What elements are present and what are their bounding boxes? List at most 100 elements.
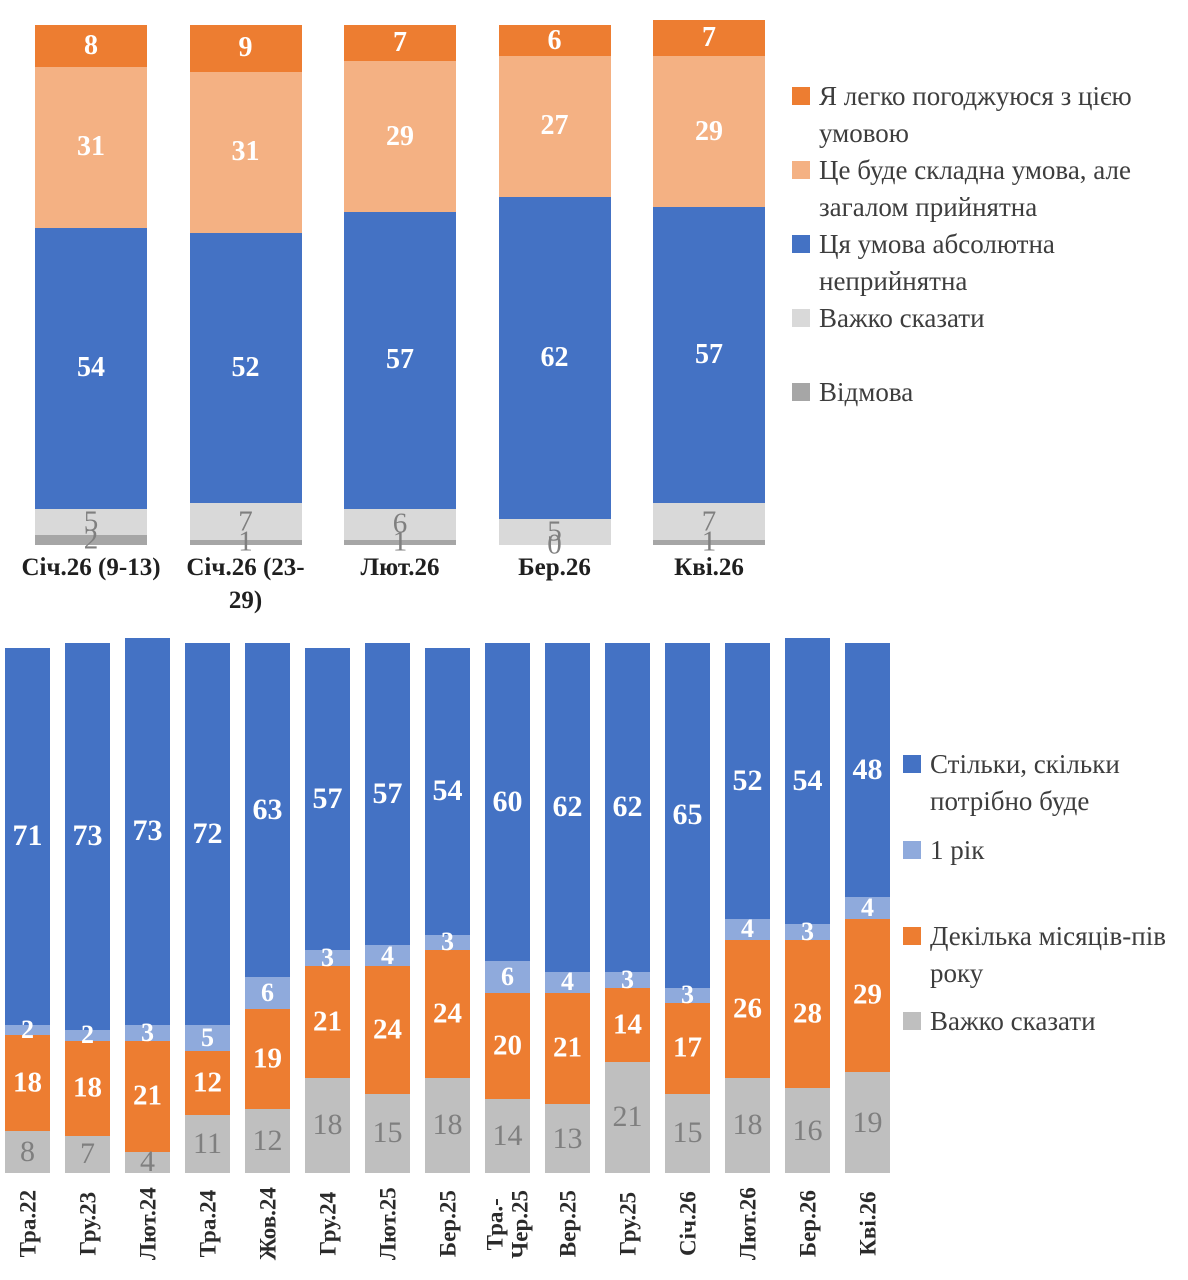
category-slot: Кві.26 — [845, 1172, 890, 1276]
bar-value-label: 6 — [392, 507, 408, 540]
top-chart-category-axis: Січ.26 (9-13) Січ.26 (23-29) Лют.26 Бер.26 К… — [18, 552, 782, 617]
legend-label: Декілька місяців-пів року — [930, 921, 1166, 988]
category-slot: Тра.22 — [5, 1172, 50, 1276]
bar: 15 17 3 65 — [665, 643, 710, 1173]
bar-segment: 26 — [725, 939, 770, 1078]
bar-segment: 3 — [605, 966, 650, 992]
bar-value-label: 24 — [433, 997, 462, 1030]
category-label: Гру.25 — [614, 1192, 640, 1256]
bar-value-label: 8 — [84, 29, 98, 61]
bar-segment: 5 — [185, 1024, 230, 1052]
bar-segment: 12 — [245, 1109, 290, 1173]
legend-item: Декілька місяців-пів року — [903, 918, 1188, 992]
category-slot: Бер.26 — [785, 1172, 830, 1276]
bar-value-label: 29 — [853, 978, 882, 1011]
bar-value-label: 57 — [312, 782, 343, 816]
bar: 12 19 6 63 — [245, 643, 290, 1173]
legend-swatch — [792, 161, 810, 179]
bar-segment: 6 — [485, 961, 530, 993]
bar: 11 12 5 72 — [185, 643, 230, 1173]
category-label: Лют.25 — [374, 1187, 400, 1261]
bar-segment: 3 — [305, 945, 350, 971]
bar-segment: 24 — [365, 966, 410, 1094]
bar-value-label: 15 — [372, 1116, 403, 1150]
bar-segment: 18 — [425, 1077, 470, 1173]
bar-segment: 12 — [185, 1051, 230, 1115]
bar-segment: 71 — [5, 648, 50, 1025]
legend-label: Я легко погоджуюся з цією умовою — [819, 81, 1132, 148]
bar: 18 26 4 52 — [725, 643, 770, 1173]
bar-value-label: 2 — [21, 1014, 34, 1044]
bar-value-label: 57 — [372, 777, 403, 811]
bar-value-label: 29 — [386, 120, 414, 152]
bar-value-label: 1 — [238, 525, 253, 558]
bar-segment: 11 — [185, 1114, 230, 1173]
bar-value-label: 7 — [701, 505, 717, 538]
legend-label: Важко сказати — [930, 1006, 1096, 1036]
bar-segment: 60 — [485, 643, 530, 962]
category-label: Тра.24 — [194, 1190, 220, 1258]
category-label: Січ.26 (23-29) — [186, 554, 305, 614]
bottom-chart-plot-area: 8 18 2 71 7 18 2 73 4 21 3 73 11 12 5 72 12 19 6 63 18 21 3 57 1… — [5, 636, 890, 1177]
bar: 2 5 54 31 8 — [35, 25, 147, 554]
bar-value-label: 18 — [13, 1066, 42, 1099]
bar-segment: 8 — [5, 1130, 50, 1173]
bar-segment: 1 — [189, 527, 302, 556]
bar-value-label: 14 — [613, 1008, 642, 1041]
bar-value-label: 18 — [432, 1108, 463, 1142]
legend-item: Відмова — [792, 374, 1184, 411]
bar-value-label: 4 — [861, 893, 874, 923]
bar-value-label: 4 — [741, 914, 754, 944]
bar-value-label: 7 — [238, 505, 253, 538]
category-label: Бер.26 — [518, 554, 591, 581]
bar-segment: 4 — [725, 914, 770, 944]
bar-value-label: 52 — [231, 352, 260, 384]
bar-segment: 17 — [665, 1003, 710, 1094]
bar-segment: 21 — [305, 966, 350, 1078]
bar-segment: 14 — [485, 1098, 530, 1173]
legend-item: Стільки, скільки потрібно буде — [903, 746, 1188, 820]
bar-value-label: 54 — [792, 763, 823, 797]
bar-segment: 3 — [665, 982, 710, 1008]
bar-segment: 57 — [305, 648, 350, 951]
category-slot: Січ.26 (9-13) — [18, 552, 164, 617]
legend-swatch — [903, 1012, 921, 1030]
bar-segment: 29 — [845, 918, 890, 1073]
category-label: Січ.26 — [674, 1191, 700, 1257]
bar-value-label: 6 — [547, 24, 562, 56]
bar-segment: 54 — [425, 648, 470, 935]
bar-value-label: 4 — [140, 1145, 155, 1179]
bar-segment: 7 — [653, 503, 765, 540]
category-label: Вер.25 — [554, 1190, 580, 1258]
legend-label: 1 рік — [930, 835, 985, 865]
bar-segment: 21 — [605, 1061, 650, 1173]
bar-segment: 3 — [425, 929, 470, 955]
bar-value-label: 13 — [552, 1121, 583, 1155]
bar-value-label: 63 — [252, 792, 283, 826]
bar-segment: 48 — [845, 643, 890, 898]
category-slot: Лют.24 — [125, 1172, 170, 1276]
bar-value-label: 4 — [561, 967, 574, 997]
bar-value-label: 14 — [492, 1118, 523, 1152]
bar-value-label: 62 — [612, 790, 643, 824]
bar-segment: 1 — [653, 527, 765, 556]
category-slot: Бер.26 — [482, 552, 628, 617]
legend-item: Це буде складна умова, але загалом прийн… — [792, 152, 1184, 226]
category-slot: Жов.24 — [245, 1172, 290, 1276]
bar-segment: 73 — [65, 643, 110, 1030]
bar-segment: 3 — [785, 918, 830, 944]
legend-swatch — [792, 87, 810, 105]
bar-value-label: 54 — [77, 352, 105, 384]
bar: 7 18 2 73 — [65, 643, 110, 1173]
category-label: Тра.-Чер.25 — [482, 1189, 533, 1259]
bar-segment: 73 — [125, 637, 170, 1025]
category-slot: Гру.23 — [65, 1172, 110, 1276]
bar-value-label: 4 — [381, 940, 394, 970]
bar-value-label: 21 — [313, 1005, 342, 1038]
category-slot: Лют.25 — [365, 1172, 410, 1276]
category-label: Січ.26 (9-13) — [21, 554, 161, 581]
bar: 16 28 3 54 — [785, 637, 830, 1173]
bar-segment: 4 — [545, 967, 590, 997]
category-label: Кві.26 — [854, 1191, 880, 1257]
bar-segment: 31 — [35, 66, 147, 228]
